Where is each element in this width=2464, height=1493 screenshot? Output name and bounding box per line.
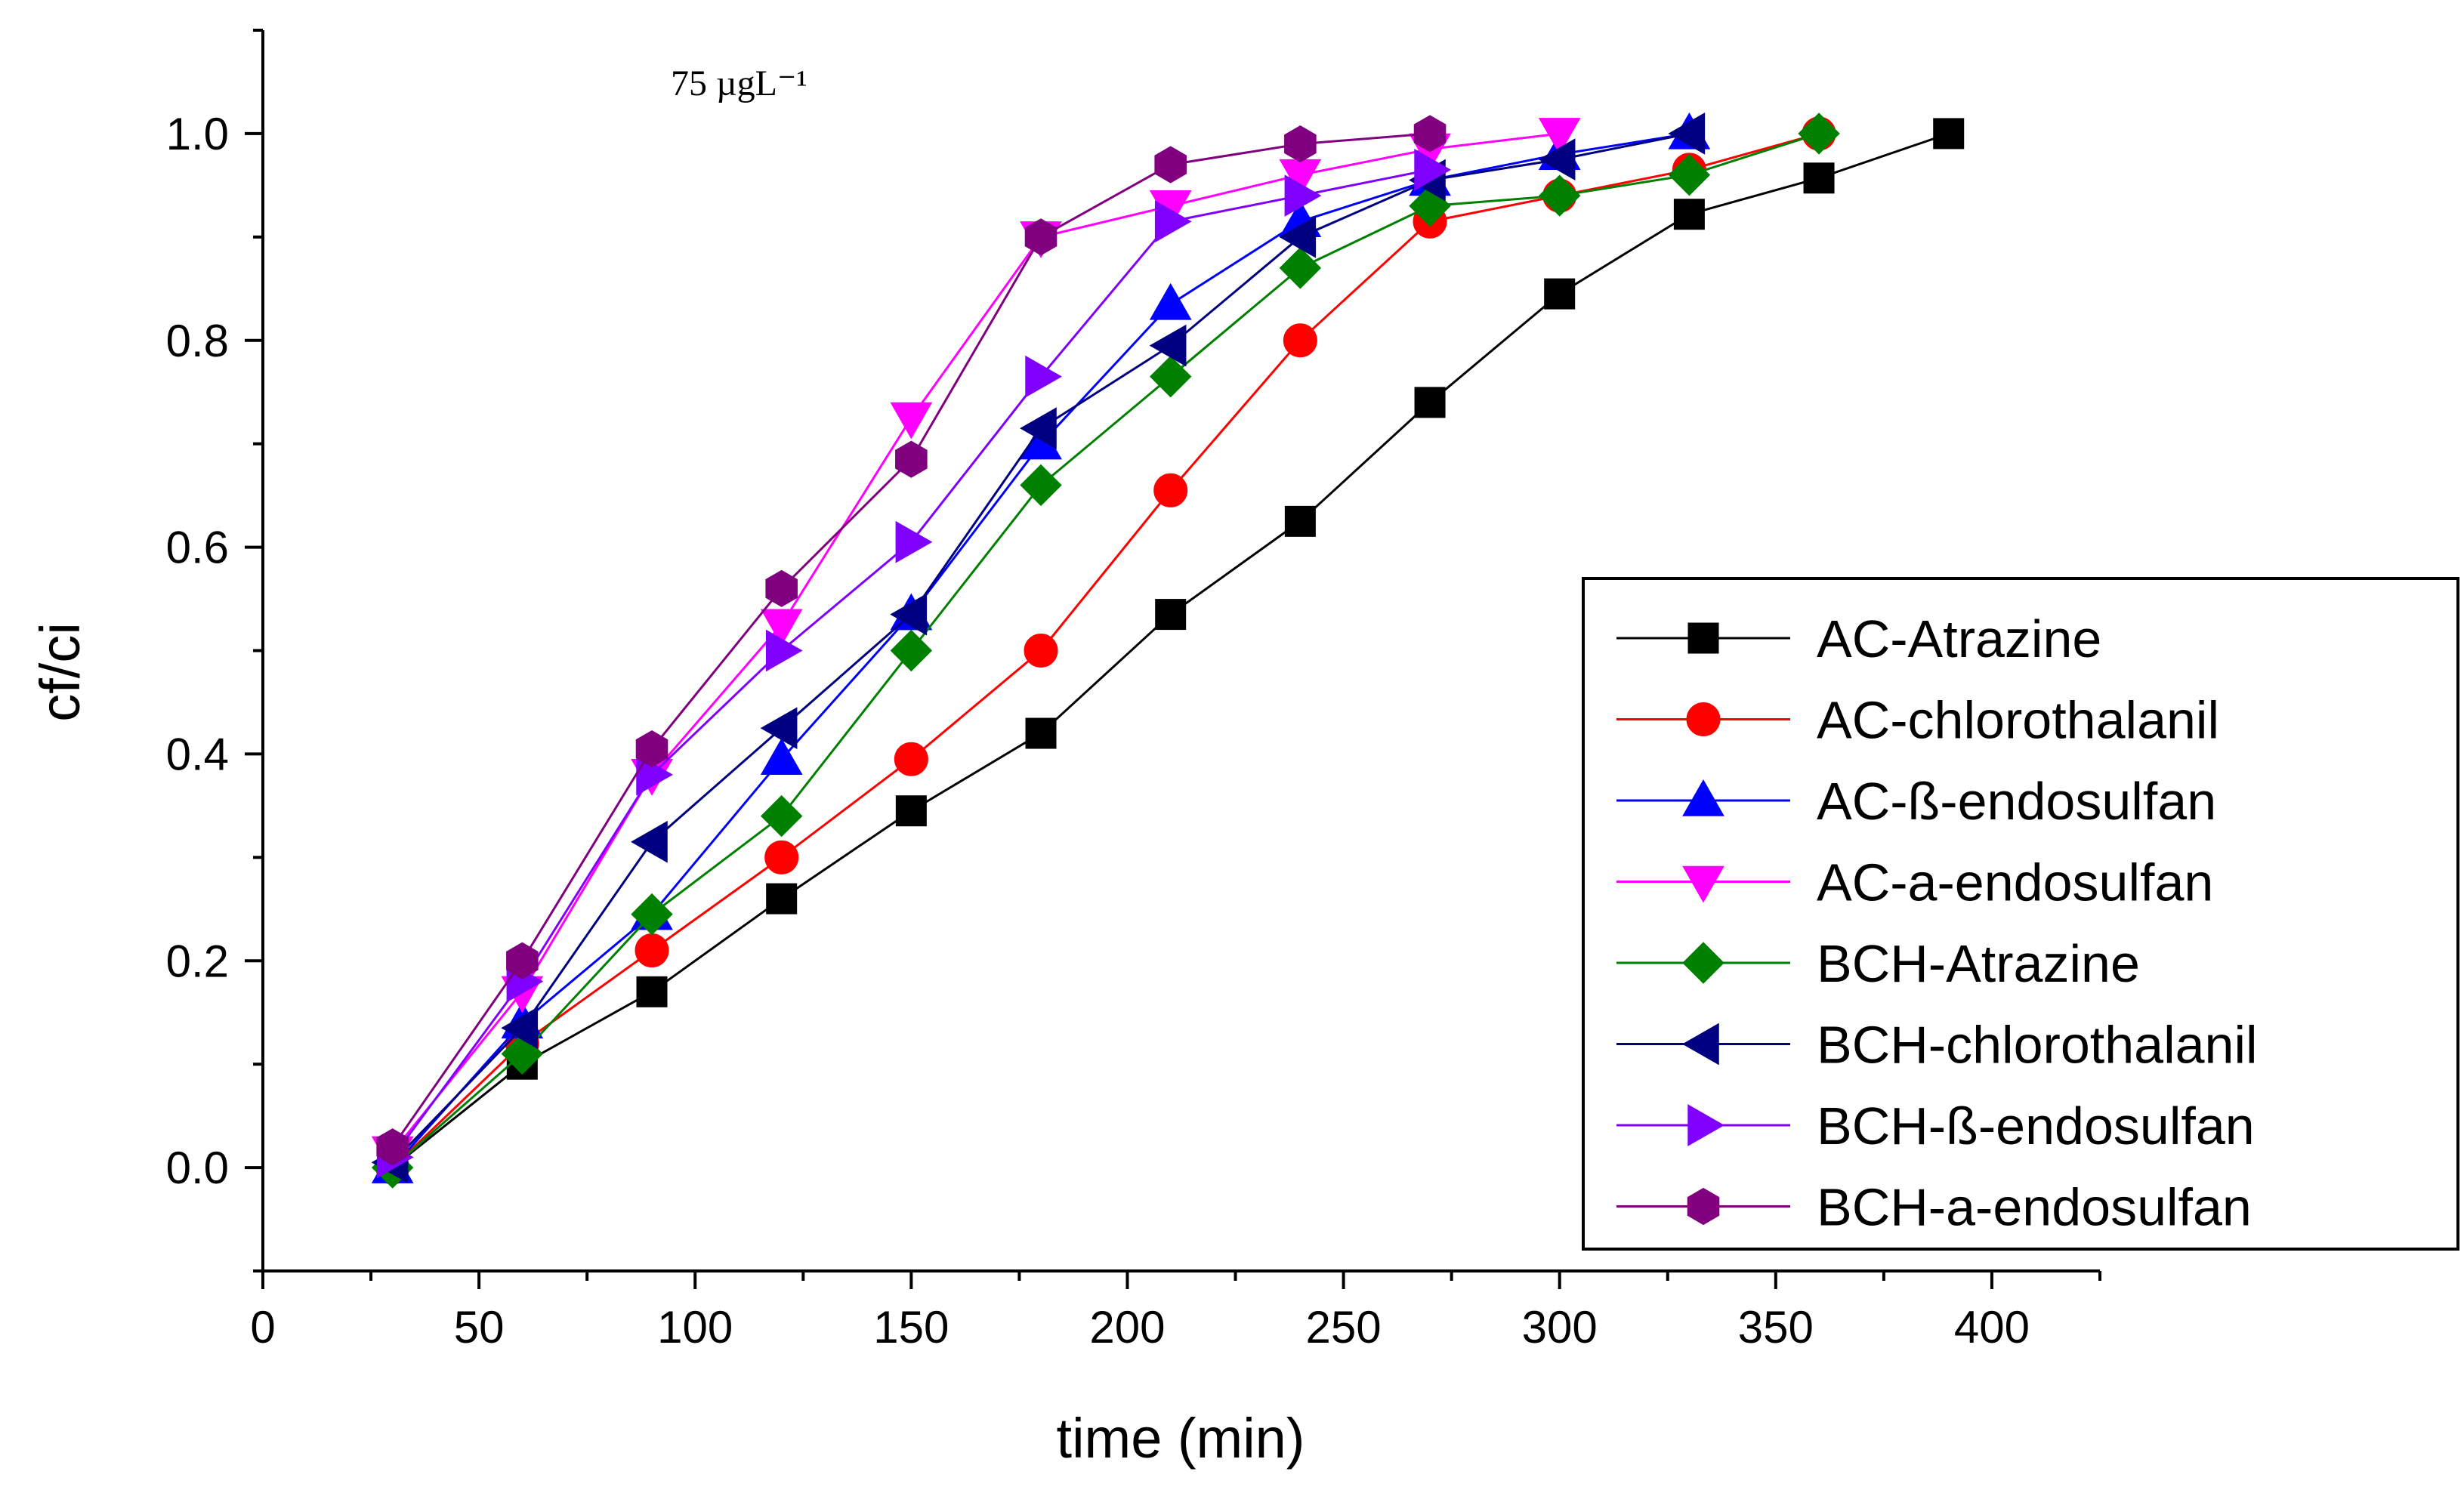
legend-label: BCH-ß-endosulfan [1817, 1097, 2255, 1155]
legend-marker [1682, 865, 1724, 903]
data-point [1020, 407, 1057, 449]
data-point [1673, 199, 1705, 230]
series-7 [376, 115, 1447, 1166]
data-point [1538, 118, 1581, 155]
y-axis-title: cf/ci [29, 622, 91, 722]
x-tick-label: 400 [1954, 1302, 2030, 1353]
data-point [1279, 215, 1317, 258]
data-point [1025, 355, 1063, 398]
series-layer [371, 112, 1965, 1189]
y-tick-label: 0.8 [166, 316, 229, 366]
data-point [890, 629, 933, 672]
data-point [376, 1128, 409, 1166]
x-tick-label: 150 [873, 1302, 949, 1353]
legend-label: BCH-a-endosulfan [1817, 1178, 2252, 1237]
data-point [1024, 634, 1058, 668]
x-tick-label: 100 [657, 1302, 733, 1353]
data-point [1798, 113, 1840, 155]
x-tick-label: 0 [250, 1302, 275, 1353]
data-point [1933, 118, 1965, 150]
series-line [391, 132, 1820, 1169]
data-point [1025, 717, 1057, 749]
data-point [765, 629, 803, 672]
y-tick-label: 0.0 [166, 1143, 229, 1193]
data-point [1284, 125, 1317, 163]
legend-label: AC-Atrazine [1817, 609, 2101, 668]
legend-marker [1682, 779, 1724, 816]
data-point [1414, 387, 1446, 418]
data-point [895, 795, 927, 827]
data-point [890, 593, 928, 636]
data-point [1414, 148, 1452, 191]
x-tick-label: 300 [1522, 1302, 1598, 1353]
legend: AC-Atrazine AC-chlorothalanil AC-ß-endosul… [1582, 577, 2459, 1251]
legend-marker [1681, 1023, 1719, 1066]
data-point [1538, 138, 1576, 181]
concentration-annotation: 75 µgL⁻¹ [671, 63, 807, 103]
data-point [635, 933, 669, 968]
data-point [506, 942, 539, 979]
data-point [1020, 464, 1062, 507]
data-point [760, 609, 803, 646]
data-point [894, 742, 928, 776]
x-tick-label: 350 [1738, 1302, 1814, 1353]
series-line [391, 132, 1560, 1153]
data-point [760, 707, 798, 750]
x-axis-ticks: 0 50 100 150 200 250 300 350 400 [250, 1271, 2101, 1353]
data-point [635, 730, 668, 768]
legend-box [1582, 577, 2459, 1251]
legend-marker [1686, 702, 1721, 736]
data-point [1284, 505, 1316, 537]
y-axis-ticks: 0.0 0.2 0.4 0.6 0.8 1.0 [166, 29, 263, 1272]
data-point [764, 840, 799, 875]
data-point [890, 402, 933, 440]
data-point [1024, 218, 1058, 256]
data-point [1149, 324, 1187, 367]
legend-marker [1687, 1187, 1720, 1226]
data-point [1283, 323, 1317, 358]
x-axis-title: time (min) [1057, 1407, 1305, 1470]
data-point [1279, 247, 1322, 289]
y-tick-label: 0.6 [166, 523, 229, 573]
legend-marker [1687, 1104, 1725, 1146]
legend-label: BCH-Atrazine [1817, 934, 2140, 993]
data-point [1154, 200, 1192, 243]
legend-label: BCH-chlorothalanil [1817, 1016, 2258, 1075]
data-point [1668, 153, 1711, 196]
data-point [1668, 113, 1706, 155]
legend-marker [1687, 622, 1719, 654]
data-point [765, 569, 798, 607]
data-point [1284, 174, 1322, 217]
data-point [895, 520, 933, 563]
data-point [1538, 174, 1581, 217]
data-point [766, 883, 798, 915]
data-point [1149, 355, 1192, 398]
legend-label: AC-ß-endosulfan [1817, 772, 2216, 831]
data-point [895, 440, 928, 478]
x-tick-label: 200 [1089, 1302, 1165, 1353]
data-point [631, 893, 673, 936]
data-point [760, 738, 803, 776]
x-tick-label: 250 [1306, 1302, 1382, 1353]
legend-marker [1682, 942, 1724, 984]
data-point [1153, 473, 1188, 507]
data-point [1544, 278, 1576, 310]
data-point [1154, 146, 1187, 184]
data-point [1149, 282, 1192, 320]
y-tick-label: 0.4 [166, 729, 229, 779]
x-tick-label: 50 [454, 1302, 505, 1353]
data-point [636, 976, 668, 1007]
y-tick-label: 0.2 [166, 936, 229, 986]
legend-label: AC-chlorothalanil [1817, 691, 2219, 750]
data-point [1803, 162, 1835, 194]
y-tick-label: 1.0 [166, 109, 229, 159]
data-point [501, 1007, 539, 1050]
data-point [1413, 115, 1447, 153]
legend-label: AC-a-endosulfan [1817, 853, 2213, 912]
data-point [760, 794, 803, 837]
data-point [631, 820, 668, 863]
data-point [1155, 599, 1187, 631]
